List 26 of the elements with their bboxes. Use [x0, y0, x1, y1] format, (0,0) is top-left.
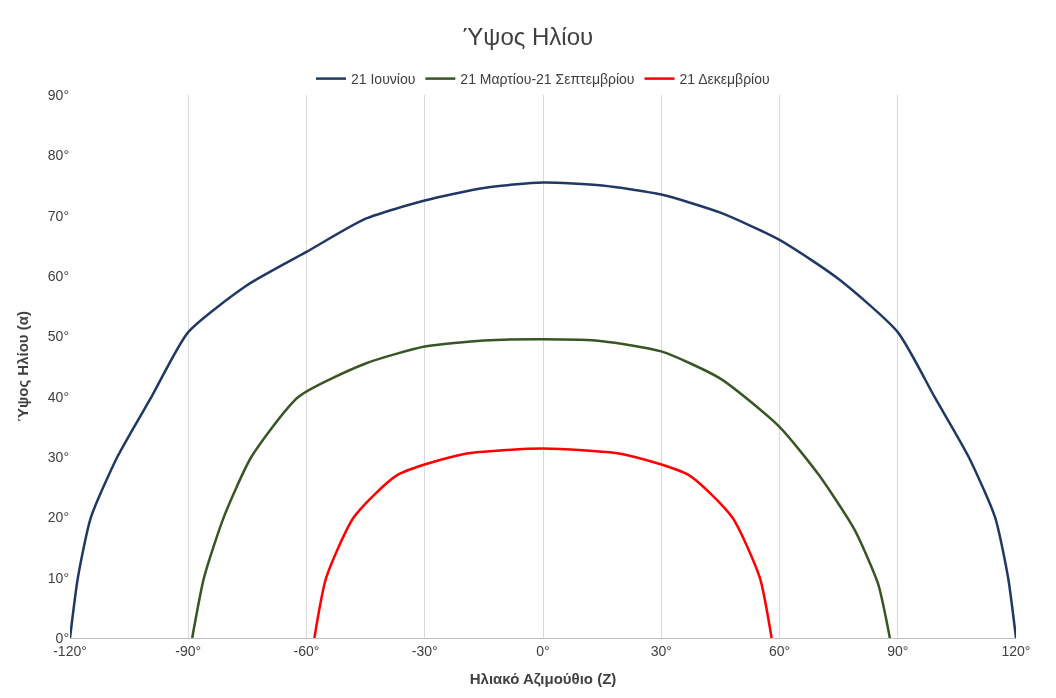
- x-tick-label: -60°: [293, 642, 320, 659]
- legend-label: 21 Δεκεμβρίου: [679, 71, 770, 88]
- legend-label: 21 Ιουνίου: [351, 71, 416, 88]
- x-tick-label: 60°: [768, 642, 791, 659]
- y-tick-label: 90°: [47, 86, 69, 103]
- y-axis-title: Ύψος Ηλίου (α): [14, 311, 32, 422]
- y-tick-label: 70°: [47, 207, 69, 224]
- y-tick-label: 20°: [47, 509, 69, 526]
- x-tick-label: 0°: [536, 642, 550, 659]
- x-tick-label: 30°: [650, 642, 672, 659]
- x-axis-title: Ηλιακό Αζιμούθιο (Z): [469, 669, 617, 687]
- x-tick-label: 120°: [1001, 642, 1031, 659]
- x-tick-label: 90°: [887, 642, 909, 659]
- line-series: [313, 447, 773, 638]
- legend-label: 21 Μαρτίου-21 Σεπτεμβρίου: [460, 71, 635, 88]
- chart-title: Ύψος Ηλίου: [462, 22, 594, 50]
- y-tick-label: 10°: [47, 569, 69, 586]
- x-tick-label: -30°: [411, 642, 438, 659]
- y-tick-label: 80°: [47, 147, 69, 164]
- y-tick-label: 50°: [47, 328, 69, 345]
- line-series: [190, 338, 892, 638]
- y-tick-label: 30°: [47, 448, 69, 465]
- x-tick-label: -90°: [175, 642, 202, 659]
- y-tick-label: 60°: [47, 267, 69, 284]
- line-series: [70, 181, 1016, 638]
- y-tick-label: 40°: [47, 388, 69, 405]
